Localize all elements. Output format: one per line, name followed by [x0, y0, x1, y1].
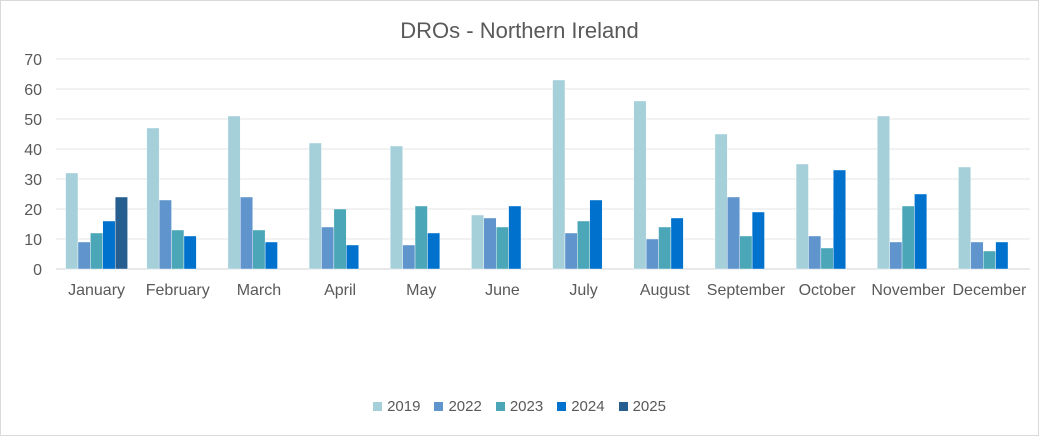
- bar-2022-september: [727, 196, 740, 270]
- bar-2019-september: [714, 133, 728, 270]
- bar-2024-september: [751, 211, 765, 270]
- x-tick-label: April: [324, 282, 356, 299]
- x-tick-label: November: [871, 282, 945, 299]
- legend-item-2023: 2023: [495, 398, 544, 415]
- bar-2023-september: [739, 235, 753, 270]
- bar-2024-october: [833, 169, 846, 270]
- y-tick-label: 60: [24, 82, 42, 99]
- x-tick-label: July: [569, 282, 597, 299]
- bar-2024-may: [427, 232, 441, 270]
- x-tick-label: June: [485, 282, 520, 299]
- x-tick-label: October: [799, 282, 857, 299]
- legend-label: 2024: [571, 398, 605, 415]
- bar-2023-august: [658, 226, 672, 270]
- bar-2022-october: [808, 235, 822, 270]
- bar-2019-july: [552, 79, 566, 270]
- bar-2022-june: [483, 217, 497, 270]
- bar-2022-november: [889, 241, 903, 270]
- legend-label: 2023: [509, 398, 544, 415]
- bar-2024-april: [346, 244, 359, 270]
- bar-2019-march: [227, 115, 241, 270]
- bar-2023-february: [171, 229, 185, 270]
- y-tick-label: 70: [24, 52, 42, 69]
- y-tick-label: 50: [24, 112, 42, 129]
- bar-2024-december: [995, 241, 1009, 270]
- bar-2024-july: [589, 199, 603, 270]
- bar-2023-july: [577, 220, 590, 270]
- legend-item-2024: 2024: [557, 398, 605, 415]
- bar-2024-august: [670, 217, 684, 270]
- x-tick-label: February: [146, 282, 210, 299]
- legend-swatch: [373, 402, 383, 411]
- legend-swatch: [557, 402, 567, 411]
- chart-title: DROs - Northern Ireland: [400, 18, 639, 43]
- x-tick-label: December: [953, 282, 1027, 299]
- bar-2019-june: [471, 214, 485, 270]
- legend-swatch: [434, 402, 444, 411]
- bar-2022-december: [970, 241, 984, 270]
- bar-2025-january: [114, 196, 128, 270]
- bar-2019-february: [146, 127, 160, 270]
- legend-item-2022: 2022: [434, 398, 482, 415]
- legend-label: 2022: [448, 398, 482, 415]
- bar-2024-february: [183, 235, 197, 270]
- legend-item-2019: 2019: [373, 398, 420, 415]
- bar-2023-january: [90, 232, 103, 270]
- bar-2019-october: [795, 163, 809, 270]
- bar-2019-august: [633, 100, 647, 270]
- x-tick-label: March: [237, 282, 281, 299]
- bar-2022-august: [645, 238, 659, 270]
- bar-2023-may: [414, 205, 428, 270]
- bar-2022-january: [77, 241, 91, 270]
- bar-2023-december: [983, 250, 996, 270]
- bar-2022-april: [321, 226, 335, 270]
- bar-2022-may: [402, 244, 416, 270]
- legend-swatch: [618, 402, 628, 411]
- bar-2022-february: [158, 199, 172, 270]
- bar-2023-april: [333, 208, 347, 270]
- x-tick-label: January: [68, 282, 125, 299]
- bar-2024-november: [914, 193, 928, 270]
- legend-label: 2025: [632, 398, 666, 415]
- y-tick-label: 40: [24, 142, 42, 159]
- bar-2019-november: [877, 115, 890, 270]
- bar-2019-december: [958, 166, 972, 270]
- bar-2024-june: [508, 205, 522, 270]
- bar-2024-march: [264, 241, 278, 270]
- bar-2024-january: [102, 220, 116, 270]
- bar-2023-november: [901, 205, 915, 270]
- x-tick-label: August: [640, 282, 690, 299]
- y-tick-label: 20: [24, 202, 42, 219]
- y-tick-label: 0: [33, 262, 42, 279]
- bar-2022-july: [564, 232, 578, 270]
- y-tick-label: 10: [24, 232, 42, 249]
- x-tick-label: September: [707, 282, 786, 299]
- legend: 2019 2022 2023 2024 2025: [0, 398, 1039, 415]
- legend-swatch: [495, 402, 505, 411]
- bar-2023-october: [820, 247, 834, 270]
- bar-2023-march: [252, 229, 266, 270]
- x-tick-label: May: [406, 282, 436, 299]
- bar-2022-march: [240, 196, 253, 270]
- bar-2023-june: [496, 226, 509, 270]
- bar-2019-may: [390, 145, 403, 270]
- bar-2019-april: [308, 142, 322, 270]
- legend-item-2025: 2025: [618, 398, 666, 415]
- y-tick-label: 30: [24, 172, 42, 189]
- legend-label: 2019: [387, 398, 421, 415]
- bar-2019-january: [65, 172, 79, 270]
